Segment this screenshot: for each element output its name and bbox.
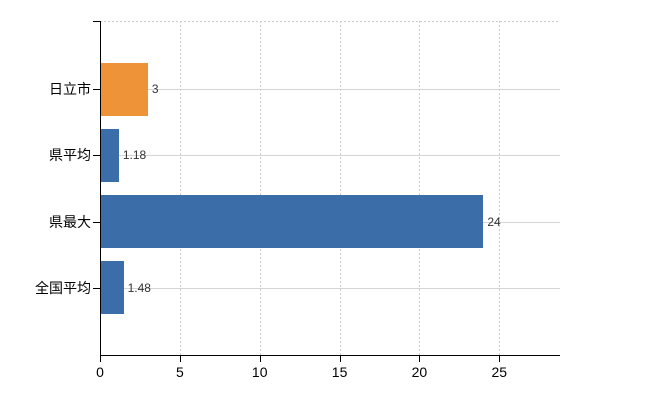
- bar-value-label: 24: [487, 214, 501, 229]
- row-gridline: [100, 89, 560, 90]
- x-axis-tick: [179, 356, 181, 362]
- y-axis-top-tick: [93, 21, 100, 22]
- category-tick: [93, 155, 100, 157]
- category-label: 日立市: [49, 81, 91, 97]
- v-gridline: [499, 21, 501, 355]
- category-tick: [93, 221, 100, 223]
- x-axis-tick-label: 25: [491, 364, 508, 380]
- row-gridline: [100, 287, 560, 289]
- category-tick: [93, 287, 100, 289]
- bar[interactable]: [101, 62, 148, 116]
- bar-value-label: 3: [151, 82, 159, 96]
- plot-top-border: [100, 21, 560, 22]
- y-axis-line: [100, 21, 101, 355]
- bar[interactable]: [101, 261, 124, 315]
- v-gridline: [339, 21, 341, 355]
- category-label: 県平均: [49, 147, 91, 164]
- v-gridline: [179, 21, 181, 355]
- x-axis-tick: [339, 356, 341, 362]
- bar[interactable]: [101, 195, 484, 249]
- category-label: 県最大: [49, 213, 91, 230]
- bar[interactable]: [101, 128, 119, 182]
- x-axis-tick-label: 20: [411, 364, 428, 380]
- x-axis-tick-label: 0: [96, 364, 104, 380]
- row-gridline: [100, 155, 560, 157]
- x-axis-tick: [499, 356, 501, 362]
- x-axis-tick-label: 15: [331, 364, 348, 380]
- bar-value-label: 1.18: [122, 148, 147, 163]
- category-tick: [93, 89, 100, 90]
- bar-value-label: 1.48: [127, 280, 151, 295]
- x-axis-tick: [419, 356, 421, 362]
- x-axis-line: [100, 355, 560, 356]
- v-gridline: [259, 21, 261, 355]
- category-label: 全国平均: [35, 279, 91, 296]
- x-axis-tick: [100, 356, 101, 362]
- x-axis-tick-label: 10: [251, 364, 268, 380]
- x-axis-tick: [259, 356, 261, 362]
- x-axis-tick-label: 5: [175, 364, 184, 380]
- v-gridline: [419, 21, 421, 355]
